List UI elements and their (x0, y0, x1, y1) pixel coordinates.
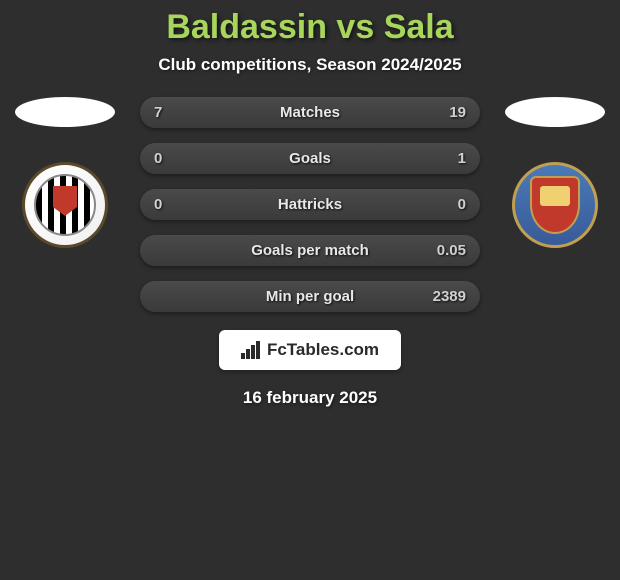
stat-left-value: 0 (154, 196, 194, 213)
stat-left-value: 7 (154, 104, 194, 121)
club-badge-left (22, 162, 108, 248)
title-vs: vs (336, 8, 374, 46)
stat-right-value: 1 (426, 150, 466, 167)
stat-right-value: 19 (426, 104, 466, 121)
stat-label: Matches (194, 104, 426, 121)
stat-row-min-per-goal: Min per goal 2389 (140, 281, 480, 312)
title-player2: Sala (384, 8, 454, 46)
stat-label: Goals (194, 150, 426, 167)
main-container: Baldassin vs Sala Club competitions, Sea… (0, 0, 620, 408)
stat-label: Min per goal (194, 288, 426, 305)
stats-column: 7 Matches 19 0 Goals 1 0 Hattricks 0 Goa… (130, 97, 490, 312)
brand-text: FcTables.com (267, 340, 379, 360)
stat-row-hattricks: 0 Hattricks 0 (140, 189, 480, 220)
club-badge-right (512, 162, 598, 248)
date-text: 16 february 2025 (243, 388, 377, 408)
stat-row-matches: 7 Matches 19 (140, 97, 480, 128)
stat-label: Goals per match (194, 242, 426, 259)
stat-right-value: 2389 (426, 288, 466, 305)
right-column (500, 97, 610, 248)
page-title: Baldassin vs Sala (166, 8, 453, 47)
subtitle: Club competitions, Season 2024/2025 (158, 55, 461, 75)
stat-label: Hattricks (194, 196, 426, 213)
stat-row-goals: 0 Goals 1 (140, 143, 480, 174)
stat-left-value: 0 (154, 150, 194, 167)
nation-flag-right (505, 97, 605, 127)
title-player1: Baldassin (166, 8, 327, 46)
brand-box[interactable]: FcTables.com (219, 330, 401, 370)
chart-icon (241, 341, 261, 359)
stat-right-value: 0 (426, 196, 466, 213)
footer-section: FcTables.com 16 february 2025 (0, 330, 620, 408)
stat-row-goals-per-match: Goals per match 0.05 (140, 235, 480, 266)
stat-right-value: 0.05 (426, 242, 466, 259)
nation-flag-left (15, 97, 115, 127)
club-badge-right-inner (530, 176, 580, 234)
left-column (10, 97, 120, 248)
main-content: 7 Matches 19 0 Goals 1 0 Hattricks 0 Goa… (0, 97, 620, 312)
club-badge-left-inner (34, 174, 96, 236)
